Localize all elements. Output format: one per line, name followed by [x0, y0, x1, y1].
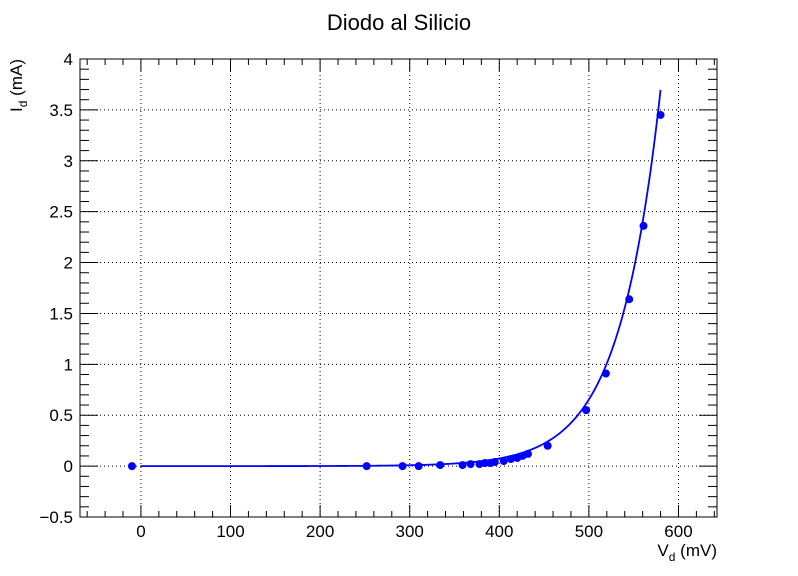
data-point	[523, 449, 532, 458]
x-tick-label: 300	[396, 522, 424, 541]
y-tick-label: 2	[64, 254, 73, 273]
data-point	[414, 462, 423, 471]
y-axis-title-main: I	[7, 107, 26, 112]
data-point	[127, 462, 136, 471]
data-point	[436, 461, 445, 470]
y-tick-label: 1.5	[49, 304, 73, 323]
y-axis-title-unit: (mA)	[7, 59, 26, 101]
x-axis: 0 100 200 300 400 500 600	[86, 59, 715, 541]
data-points	[127, 110, 665, 471]
y-tick-label: 2.5	[49, 203, 73, 222]
data-point	[466, 460, 475, 469]
x-tick-label: 100	[216, 522, 244, 541]
grid	[80, 59, 717, 517]
x-tick-label: 200	[306, 522, 334, 541]
data-point	[506, 454, 515, 463]
data-point	[601, 369, 610, 378]
data-point	[639, 221, 648, 230]
data-point	[656, 110, 665, 119]
chart-title: Diodo al Silicio	[327, 10, 471, 35]
x-axis-title-main: V	[657, 541, 669, 560]
y-tick-label: −0.5	[39, 508, 73, 527]
data-point	[362, 462, 371, 471]
x-axis-title-sub: d	[669, 550, 676, 564]
data-point	[625, 295, 634, 304]
y-axis: −0.5 0 0.5 1 1.5 2 2.5 3 3.5 4	[39, 50, 717, 527]
x-tick-label: 0	[136, 522, 145, 541]
data-point	[490, 458, 499, 467]
y-tick-label: 0	[64, 457, 73, 476]
y-axis-title-sub: d	[16, 101, 30, 108]
data-point	[398, 462, 407, 471]
plot-frame	[79, 58, 718, 518]
x-tick-label: 600	[664, 522, 692, 541]
y-tick-label: 1	[64, 355, 73, 374]
x-axis-title-unit: (mV)	[675, 541, 717, 560]
data-point	[582, 406, 591, 415]
data-point	[543, 441, 552, 450]
x-tick-label: 400	[485, 522, 513, 541]
y-tick-label: 3.5	[49, 101, 73, 120]
y-tick-label: 3	[64, 152, 73, 171]
x-tick-label: 500	[575, 522, 603, 541]
data-point	[499, 457, 508, 466]
y-axis-title: Id (mA)	[7, 59, 30, 112]
x-axis-title: Vd (mV)	[657, 541, 717, 564]
data-point	[458, 461, 467, 470]
y-tick-label: 4	[64, 50, 73, 69]
y-tick-label: 0.5	[49, 406, 73, 425]
